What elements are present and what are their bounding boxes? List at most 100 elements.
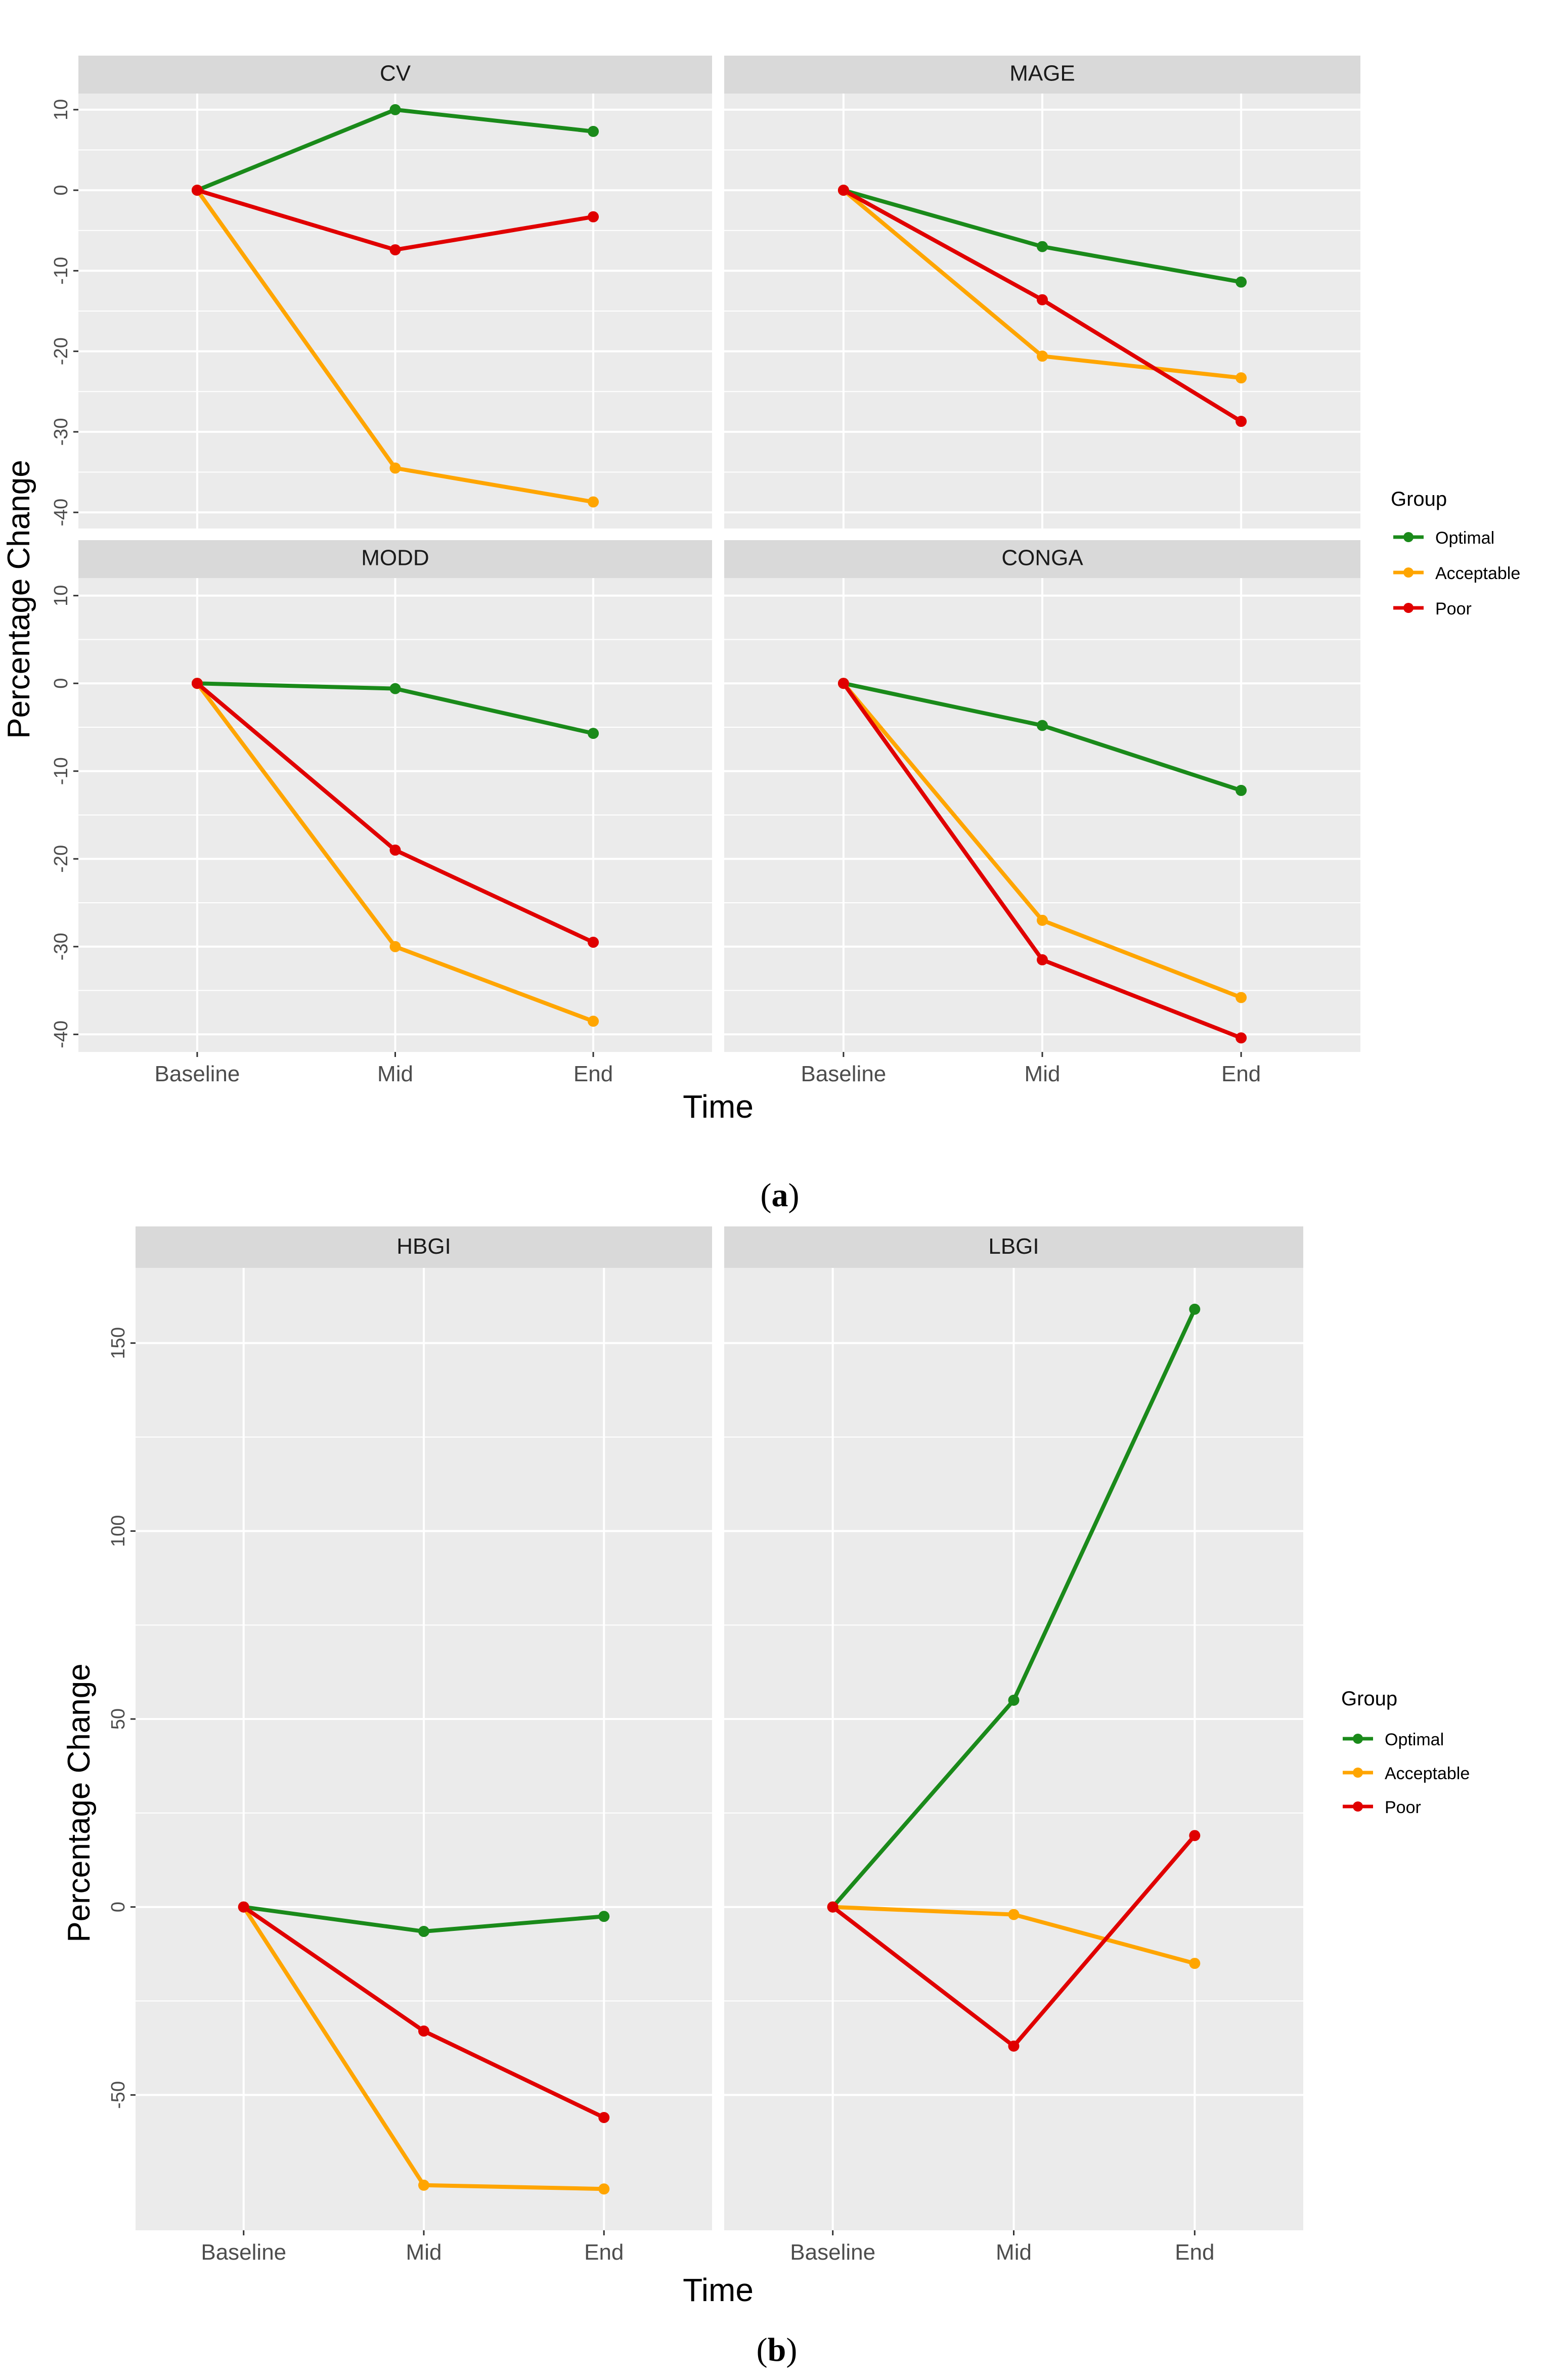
legend-a-dot-acceptable — [1403, 567, 1414, 578]
data-point-cv-acceptable — [389, 462, 401, 474]
data-point-modd-poor — [588, 937, 599, 948]
strip-conga — [724, 540, 1360, 578]
legend-b-dot-poor — [1353, 1801, 1363, 1812]
strip-modd — [78, 540, 712, 578]
legend-a-dot-optimal — [1403, 532, 1414, 542]
data-point-modd-acceptable — [389, 941, 401, 952]
data-point-conga-poor — [837, 678, 849, 689]
data-point-cv-poor — [191, 185, 203, 196]
data-point-modd-optimal — [588, 728, 599, 739]
legend-a-item-poor: Poor — [1393, 599, 1472, 619]
data-point-conga-optimal — [1037, 720, 1048, 731]
figure-b-caption: (b) — [757, 2331, 798, 2368]
legend-a-label-acceptable: Acceptable — [1435, 564, 1520, 583]
data-point-mage-optimal — [1037, 241, 1048, 252]
x-tick-label: Baseline — [801, 1062, 886, 1086]
strip-label-lbgi: LBGI — [988, 1234, 1039, 1259]
figure-a-ylabel: Percentage Change — [2, 460, 36, 739]
legend-b-label-optimal: Optimal — [1385, 1730, 1444, 1749]
y-tick-label: -50 — [108, 2081, 129, 2109]
y-tick-label: 100 — [108, 1515, 129, 1547]
legend-a-dot-poor — [1403, 603, 1414, 613]
data-point-cv-acceptable — [588, 496, 599, 508]
legend-b-title: Group — [1341, 1688, 1397, 1710]
legend-b-dot-acceptable — [1353, 1768, 1363, 1778]
y-tick-label: 0 — [51, 185, 72, 196]
x-tick-label: End — [584, 2240, 624, 2265]
data-point-conga-poor — [1235, 1032, 1247, 1044]
y-tick-label: -10 — [51, 257, 72, 285]
data-point-hbgi-poor — [238, 1901, 249, 1913]
data-point-cv-poor — [389, 244, 401, 255]
strip-label-cv: CV — [380, 61, 411, 86]
legend-b-item-poor: Poor — [1343, 1798, 1421, 1817]
figure-a-caption: (a) — [761, 1177, 800, 1214]
data-point-modd-optimal — [389, 683, 401, 694]
data-point-hbgi-acceptable — [418, 2179, 429, 2191]
legend-a-item-acceptable: Acceptable — [1393, 564, 1520, 583]
panel-cv: CV 10 0 -10 -20 -30 -40 — [51, 56, 712, 528]
data-point-modd-poor — [389, 844, 401, 856]
strip-label-hbgi: HBGI — [396, 1234, 451, 1259]
data-point-conga-poor — [1037, 954, 1048, 965]
data-point-lbgi-acceptable — [1189, 1958, 1201, 1969]
data-point-hbgi-optimal — [598, 1911, 610, 1922]
data-point-cv-optimal — [389, 104, 401, 115]
x-tick-label: Mid — [996, 2240, 1032, 2265]
legend-b-label-poor: Poor — [1385, 1798, 1421, 1817]
y-tick-label: -30 — [51, 933, 72, 960]
x-tick-label: Baseline — [201, 2240, 286, 2265]
data-point-conga-acceptable — [1037, 914, 1048, 926]
y-tick-label: -40 — [51, 499, 72, 526]
legend-b-label-acceptable: Acceptable — [1385, 1764, 1470, 1783]
figure-a-caption-letter: a — [772, 1177, 788, 1214]
x-tick-label: Baseline — [155, 1062, 240, 1086]
y-tick-label: 0 — [51, 678, 72, 689]
legend-a-label-poor: Poor — [1435, 599, 1472, 619]
legend-a: Group Optimal Acceptable Poor — [1391, 488, 1520, 619]
data-point-lbgi-optimal — [1008, 1694, 1020, 1706]
y-tick-label: 50 — [108, 1708, 129, 1730]
data-point-lbgi-poor — [1189, 1830, 1201, 1841]
figure-b-ylabel: Percentage Change — [62, 1663, 97, 1943]
strip-hbgi — [136, 1226, 712, 1268]
legend-a-label-optimal: Optimal — [1435, 528, 1494, 548]
x-tick-label: End — [1175, 2240, 1214, 2265]
figure-a-xlabel: Time — [683, 1088, 754, 1125]
x-tick-label: End — [573, 1062, 613, 1086]
data-point-hbgi-acceptable — [598, 2183, 610, 2195]
strip-cv — [78, 56, 712, 94]
x-tick-label: End — [1221, 1062, 1261, 1086]
data-point-mage-acceptable — [1037, 350, 1048, 362]
x-tick-label: Mid — [406, 2240, 442, 2265]
figure-b-xlabel: Time — [683, 2272, 754, 2308]
y-tick-label: -20 — [51, 845, 72, 873]
data-point-hbgi-poor — [418, 2025, 429, 2037]
data-point-mage-poor — [1037, 294, 1048, 305]
y-tick-label: 10 — [51, 585, 72, 606]
strip-mage — [724, 56, 1360, 94]
legend-a-title: Group — [1391, 488, 1447, 510]
y-tick-label: 150 — [108, 1327, 129, 1359]
data-point-lbgi-acceptable — [1008, 1909, 1020, 1920]
data-point-modd-poor — [191, 678, 203, 689]
strip-lbgi — [724, 1226, 1303, 1268]
panel-hbgi: HBGI 150 100 50 0 -50 Baseline Mid End — [108, 1226, 712, 2265]
legend-b-item-acceptable: Acceptable — [1343, 1764, 1470, 1783]
legend-a-item-optimal: Optimal — [1393, 528, 1494, 548]
legend-b: Group Optimal Acceptable Poor — [1341, 1688, 1470, 1817]
strip-label-modd: MODD — [361, 546, 429, 570]
data-point-cv-optimal — [588, 125, 599, 137]
data-point-lbgi-poor — [1008, 2040, 1020, 2052]
strip-label-conga: CONGA — [1001, 546, 1083, 570]
data-point-mage-poor — [837, 185, 849, 196]
data-point-hbgi-optimal — [418, 1926, 429, 1937]
y-tick-label: 10 — [51, 99, 72, 120]
y-tick-label: -30 — [51, 418, 72, 446]
figure-b-caption-letter: b — [768, 2331, 786, 2368]
data-point-modd-acceptable — [588, 1016, 599, 1027]
strip-label-mage: MAGE — [1009, 61, 1075, 86]
x-tick-label: Mid — [1025, 1062, 1061, 1086]
y-tick-label: -40 — [51, 1021, 72, 1048]
